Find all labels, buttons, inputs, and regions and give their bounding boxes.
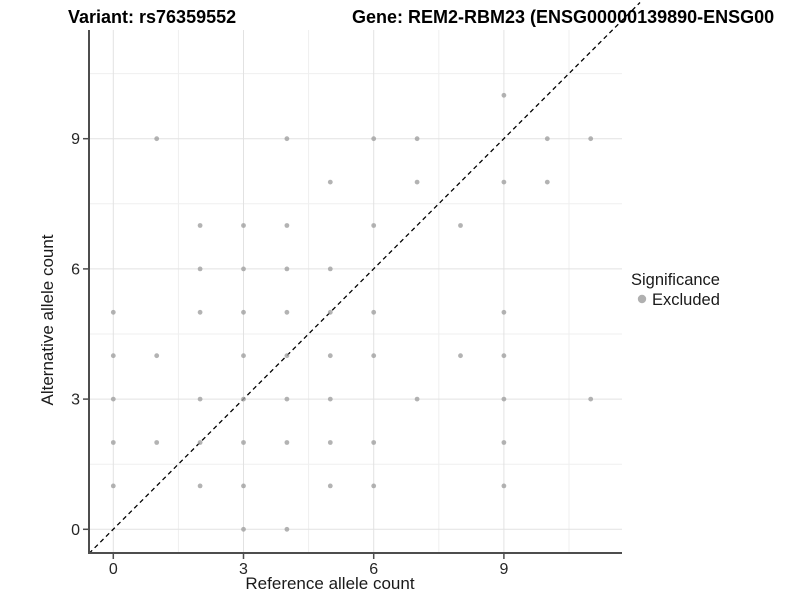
legend-title: Significance [631, 271, 720, 289]
data-point [154, 353, 160, 359]
data-point [241, 440, 246, 445]
data-point [371, 136, 377, 142]
x-tick-label: 0 [109, 561, 118, 578]
data-point [327, 483, 333, 489]
x-tick-label: 3 [239, 561, 248, 578]
data-point [371, 309, 377, 315]
data-point [501, 440, 507, 445]
x-axis-ticks: 0 3 6 9 [109, 553, 508, 578]
y-tick-label: 9 [71, 131, 80, 148]
data-point [501, 179, 507, 185]
identity-reference-line [88, 2, 641, 554]
data-point [284, 136, 290, 142]
data-point [501, 396, 507, 402]
variant-title: Variant: rs76359552 [68, 7, 236, 27]
y-tick-label: 0 [71, 522, 80, 539]
data-point [284, 309, 290, 315]
data-point [501, 92, 507, 98]
data-point [110, 309, 116, 315]
data-point [110, 396, 116, 402]
data-point [197, 440, 203, 445]
data-point [197, 266, 203, 272]
y-tick-label: 3 [71, 392, 80, 409]
data-point [241, 266, 246, 272]
data-point [458, 353, 463, 359]
data-point [414, 179, 420, 185]
data-point [197, 223, 203, 228]
x-tick-label: 6 [369, 561, 378, 578]
data-point [414, 136, 420, 142]
legend-point-icon [637, 294, 647, 304]
data-point [241, 526, 246, 532]
data-point [241, 309, 246, 315]
data-point [284, 396, 290, 402]
y-axis-title: Alternative allele count [38, 234, 57, 405]
data-point [284, 266, 290, 272]
data-point [241, 223, 246, 228]
data-point [371, 440, 377, 445]
data-point [588, 136, 594, 142]
data-point [544, 179, 550, 185]
major-gridlines [89, 30, 622, 553]
y-tick-label: 6 [71, 261, 80, 278]
data-point [197, 396, 203, 402]
data-point [458, 223, 463, 228]
data-point [371, 483, 377, 489]
data-point [327, 266, 333, 272]
data-point [371, 353, 377, 359]
gene-title: Gene: REM2-RBM23 (ENSG00000139890-ENSG00 [352, 7, 774, 27]
data-point [414, 396, 420, 402]
legend-item-label-excluded: Excluded [652, 291, 720, 309]
data-point [284, 353, 290, 359]
legend: Significance Excluded [631, 271, 720, 309]
data-points [110, 92, 594, 532]
data-point [284, 440, 290, 445]
data-point [110, 440, 116, 445]
data-point [501, 483, 507, 489]
data-point [241, 396, 246, 402]
data-point [327, 309, 333, 315]
data-point [327, 353, 333, 359]
x-tick-label: 9 [499, 561, 508, 578]
data-point [501, 309, 507, 315]
data-point [154, 136, 160, 142]
data-point [588, 396, 594, 402]
data-point [197, 483, 203, 489]
data-point [501, 353, 507, 359]
data-point [327, 396, 333, 402]
data-point [241, 483, 246, 489]
data-point [284, 223, 290, 228]
data-point [110, 353, 116, 359]
data-point [197, 309, 203, 315]
y-axis-ticks: 0 3 6 9 [71, 131, 89, 539]
x-axis-title: Reference allele count [245, 574, 414, 593]
data-point [544, 136, 550, 142]
data-point [154, 440, 160, 445]
data-point [327, 440, 333, 445]
data-point [110, 483, 116, 489]
data-point [371, 223, 377, 228]
minor-gridlines [89, 30, 622, 553]
data-point [284, 526, 290, 532]
data-point [241, 353, 246, 359]
data-point [327, 179, 333, 185]
